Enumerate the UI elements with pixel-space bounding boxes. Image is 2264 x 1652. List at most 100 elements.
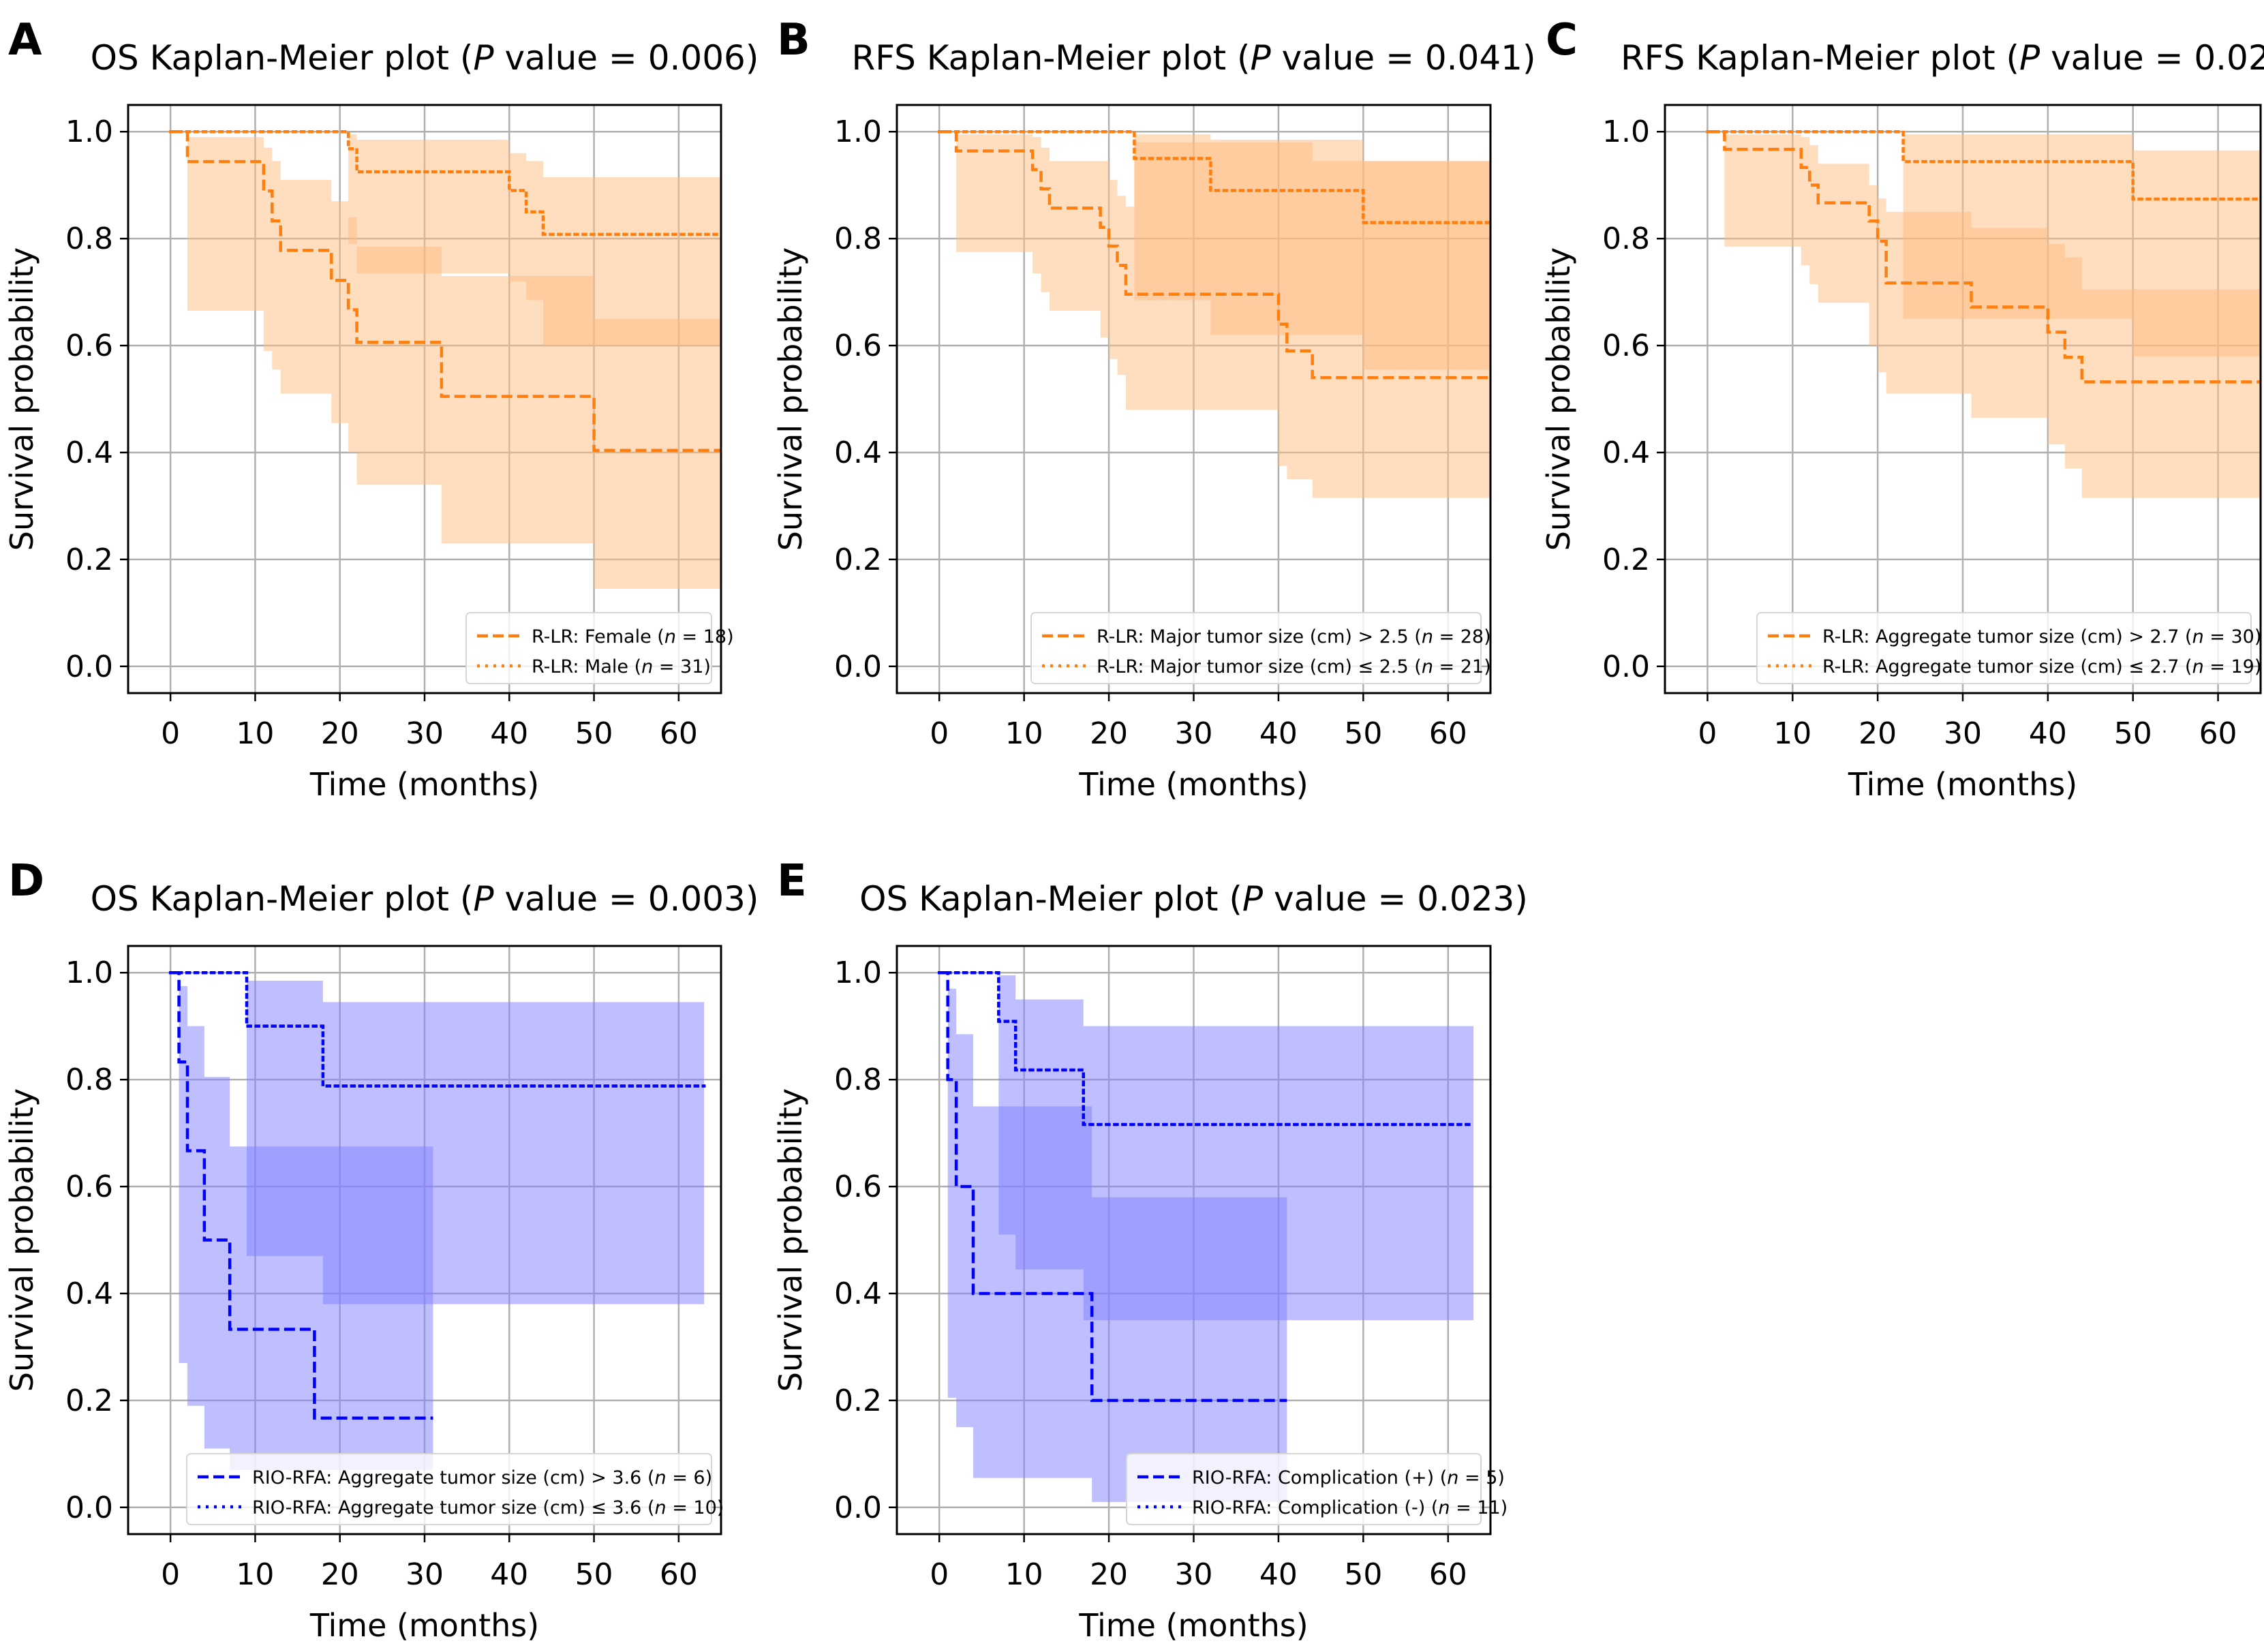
confidence-band-dotted <box>348 134 722 346</box>
y-axis-label: Survival probability <box>772 1088 809 1392</box>
y-tick-label: 0.6 <box>65 328 113 363</box>
x-tick-label: 50 <box>575 1557 613 1592</box>
y-tick-label: 1.0 <box>834 955 882 990</box>
legend-entry: RIO-RFA: Complication (-) (n = 11) <box>1192 1497 1508 1518</box>
x-tick-label: 40 <box>2029 716 2067 751</box>
panel-letter: B <box>777 15 810 65</box>
legend-entry: R-LR: Male (n = 31) <box>532 656 711 677</box>
legend-box <box>1030 612 1482 684</box>
legend-entry: RIO-RFA: Complication (+) (n = 5) <box>1192 1467 1505 1488</box>
legend-entry: RIO-RFA: Aggregate tumor size (cm) ≤ 3.6… <box>252 1497 724 1518</box>
survival-curve-dashed <box>1707 129 2261 384</box>
x-tick-label: 40 <box>490 1557 528 1592</box>
y-axis-label: Survival probability <box>3 1088 40 1392</box>
survival-curve-dotted <box>937 970 1475 1127</box>
x-tick-label: 0 <box>161 1557 180 1592</box>
y-tick-label: 0.8 <box>834 221 882 256</box>
y-tick-label: 0.0 <box>65 1490 113 1525</box>
legend-box <box>1756 612 2252 684</box>
legend: RIO-RFA: Complication (+) (n = 5) RIO-RFA… <box>1126 1453 1508 1525</box>
x-tick-label: 40 <box>1259 1557 1298 1592</box>
confidence-band-dotted <box>247 980 705 1304</box>
y-tick-label: 0.4 <box>1602 435 1650 470</box>
x-tick-label: 30 <box>1944 716 1982 751</box>
panel-d: D OS Kaplan-Meier plot (P value = 0.003) 0… <box>3 856 759 1644</box>
x-tick-label: 10 <box>1773 716 1811 751</box>
legend-entry: R-LR: Aggregate tumor size (cm) > 2.7 (n… <box>1822 626 2261 647</box>
x-axis-label: Time (months) <box>1078 766 1308 803</box>
chart-title: OS Kaplan-Meier plot (P value = 0.006) <box>91 38 759 78</box>
x-tick-label: 10 <box>236 1557 274 1592</box>
y-tick-label: 0.8 <box>834 1062 882 1097</box>
x-tick-label: 30 <box>406 1557 444 1592</box>
y-tick-label: 1.0 <box>65 955 113 990</box>
x-tick-label: 50 <box>575 716 613 751</box>
x-tick-label: 60 <box>660 1557 698 1592</box>
panel-e: E OS Kaplan-Meier plot (P value = 0.023) 0… <box>772 856 1528 1644</box>
chart-title: RFS Kaplan-Meier plot (P value = 0.041) <box>852 38 1536 78</box>
y-tick-label: 0.2 <box>65 542 113 577</box>
legend-box <box>1126 1453 1482 1525</box>
chart-title: RFS Kaplan-Meier plot (P value = 0.029) <box>1621 38 2264 78</box>
x-tick-label: 30 <box>1175 716 1213 751</box>
panel-letter: A <box>8 15 42 65</box>
y-tick-label: 0.4 <box>834 435 882 470</box>
y-tick-label: 1.0 <box>65 114 113 149</box>
x-tick-label: 10 <box>1005 716 1043 751</box>
y-tick-label: 0.2 <box>834 542 882 577</box>
x-tick-label: 0 <box>930 716 949 751</box>
legend-box <box>465 612 712 684</box>
x-tick-label: 20 <box>1090 1557 1128 1592</box>
y-tick-label: 0.8 <box>1602 221 1650 256</box>
legend-entry: R-LR: Aggregate tumor size (cm) ≤ 2.7 (n… <box>1822 656 2261 677</box>
x-tick-label: 40 <box>490 716 528 751</box>
y-tick-label: 0.4 <box>65 1276 113 1311</box>
y-tick-label: 0.0 <box>834 1490 882 1525</box>
y-tick-label: 0.6 <box>65 1169 113 1204</box>
legend: R-LR: Aggregate tumor size (cm) > 2.7 (n… <box>1756 612 2261 684</box>
y-axis-label: Survival probability <box>3 247 40 551</box>
legend-entry: R-LR: Female (n = 18) <box>532 626 734 647</box>
x-tick-label: 30 <box>406 716 444 751</box>
y-tick-label: 0.4 <box>65 435 113 470</box>
x-tick-label: 60 <box>2199 716 2237 751</box>
survival-curve-dotted <box>937 129 1493 224</box>
confidence-band-dotted <box>1903 134 2261 356</box>
y-tick-label: 0.8 <box>65 1062 113 1097</box>
survival-curve-dashed <box>170 970 433 1420</box>
y-tick-label: 0.6 <box>834 1169 882 1204</box>
confidence-band-dotted <box>1134 134 1490 370</box>
legend-box <box>186 1453 712 1525</box>
x-tick-label: 20 <box>321 716 359 751</box>
x-tick-label: 20 <box>1858 716 1897 751</box>
y-tick-label: 0.6 <box>1602 328 1650 363</box>
legend-entry: RIO-RFA: Aggregate tumor size (cm) > 3.6… <box>252 1467 712 1488</box>
y-tick-label: 0.8 <box>65 221 113 256</box>
panel-letter: E <box>777 856 807 906</box>
y-tick-label: 1.0 <box>834 114 882 149</box>
x-axis-label: Time (months) <box>1848 766 2077 803</box>
survival-curve-dotted <box>168 129 723 236</box>
chart-title: OS Kaplan-Meier plot (P value = 0.003) <box>91 879 759 919</box>
x-tick-label: 60 <box>1429 1557 1467 1592</box>
legend-entry: R-LR: Major tumor size (cm) ≤ 2.5 (n = 2… <box>1097 656 1491 677</box>
x-tick-label: 0 <box>161 716 180 751</box>
x-tick-label: 20 <box>1090 716 1128 751</box>
survival-curve-dotted <box>1706 129 2263 201</box>
y-tick-label: 0.0 <box>65 649 113 684</box>
x-tick-label: 40 <box>1259 716 1298 751</box>
panel-c: C RFS Kaplan-Meier plot (P value = 0.029)… <box>1540 15 2264 803</box>
y-axis-label: Survival probability <box>772 247 809 551</box>
survival-curve-dotted <box>168 970 706 1088</box>
x-tick-label: 60 <box>1429 716 1467 751</box>
chart-title: OS Kaplan-Meier plot (P value = 0.023) <box>859 879 1528 919</box>
y-tick-label: 1.0 <box>1602 114 1650 149</box>
y-tick-label: 0.4 <box>834 1276 882 1311</box>
survival-curve-dashed <box>939 970 1287 1403</box>
panel-letter: D <box>8 856 44 906</box>
legend: R-LR: Female (n = 18) R-LR: Male (n = 31) <box>465 612 734 684</box>
legend: R-LR: Major tumor size (cm) > 2.5 (n = 2… <box>1030 612 1491 684</box>
x-tick-label: 10 <box>1005 1557 1043 1592</box>
panel-b: B RFS Kaplan-Meier plot (P value = 0.041)… <box>772 15 1536 803</box>
